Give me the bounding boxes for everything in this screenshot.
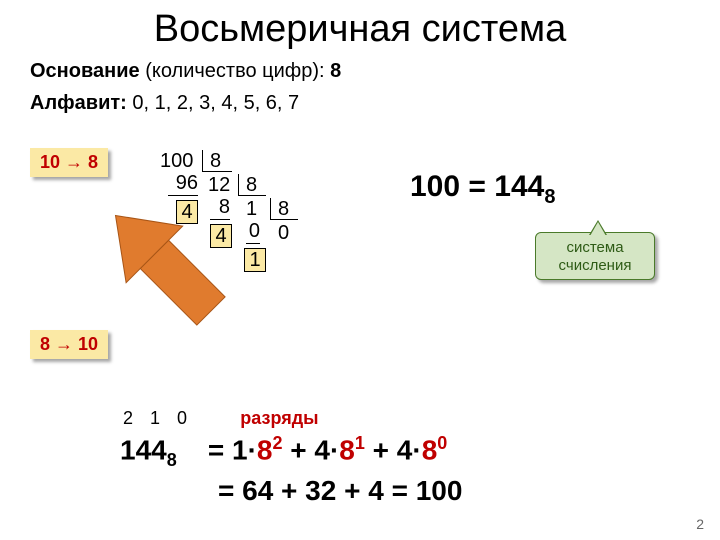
div-12: 12 <box>208 174 230 197</box>
t1b: 8 <box>257 434 273 465</box>
basis-line: Основание (количество цифр): 8 <box>30 60 341 83</box>
t2a: + 4· <box>290 434 339 465</box>
div-8a: 8 <box>210 150 221 173</box>
t1c: 2 <box>272 433 282 453</box>
div-0b: 0 <box>278 222 289 245</box>
position-digits: 2 1 0 <box>123 408 193 428</box>
long-division: 100 96 8 12 8 8 1 0 8 0 4 4 1 <box>160 150 380 340</box>
t2b: 8 <box>339 434 355 465</box>
expansion-block: 2 1 0 разряды 1448 = 1·82 + 4·81 + 4·80 … <box>120 400 462 507</box>
eq-sign: = <box>468 170 486 203</box>
page-title: Восьмеричная система <box>0 8 720 51</box>
t2c: 1 <box>355 433 365 453</box>
position-label: разряды <box>240 408 318 428</box>
callout-tail <box>590 222 606 236</box>
div-96: 96 <box>168 172 198 196</box>
eq-rhs: 144 <box>494 170 544 203</box>
div-8d: 8 <box>278 198 289 221</box>
div-0a: 0 <box>246 220 260 244</box>
remainder-1: 1 <box>244 248 266 272</box>
div-8c: 8 <box>246 174 257 197</box>
div-8b: 8 <box>210 196 230 220</box>
expand-num-sub: 8 <box>167 450 177 470</box>
eq-sub: 8 <box>544 186 555 208</box>
t3c: 0 <box>437 433 447 453</box>
badge-10-to-8: 10 → 8 <box>30 148 108 177</box>
alphabet-value: 0, 1, 2, 3, 4, 5, 6, 7 <box>132 92 299 114</box>
t1a: = 1· <box>208 434 257 465</box>
expand-num: 144 <box>120 434 167 465</box>
badge-8-to-10: 8 → 10 <box>30 330 108 359</box>
remainder-4b: 4 <box>210 224 232 248</box>
div-1: 1 <box>246 198 257 221</box>
eq-lhs: 100 <box>410 170 460 203</box>
basis-value: 8 <box>330 60 341 82</box>
callout-box: система счисления <box>535 232 655 280</box>
t3a: + 4· <box>373 434 422 465</box>
remainder-4a: 4 <box>176 200 198 224</box>
basis-paren: (количество цифр): <box>145 60 324 82</box>
basis-label: Основание <box>30 60 140 82</box>
expand-sum: = 64 + 32 + 4 = 100 <box>218 475 462 507</box>
equation: 100 = 1448 <box>410 170 555 209</box>
slide-number: 2 <box>696 516 704 532</box>
alphabet-line: Алфавит: 0, 1, 2, 3, 4, 5, 6, 7 <box>30 92 299 115</box>
alphabet-label: Алфавит: <box>30 92 127 114</box>
div-100: 100 <box>160 150 193 173</box>
t3b: 8 <box>422 434 438 465</box>
